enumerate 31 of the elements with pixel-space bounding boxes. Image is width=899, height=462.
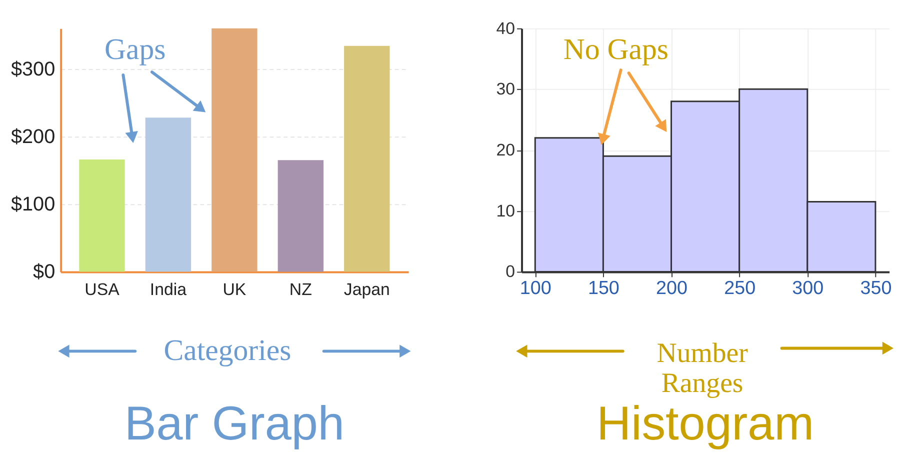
x-tick-label: 350 — [860, 277, 892, 298]
y-tick-label: 0 — [506, 262, 516, 282]
bar — [79, 159, 125, 272]
y-tick-label: $300 — [10, 58, 56, 80]
x-tick-label: UK — [222, 280, 247, 300]
y-tick-label: $200 — [10, 126, 56, 148]
bar — [344, 46, 390, 272]
x-tick-label: 150 — [588, 277, 620, 298]
x-tick-label: Japan — [344, 280, 390, 300]
y-tick-label: 20 — [496, 140, 516, 160]
annotation: No Gaps — [563, 33, 668, 66]
bar — [145, 118, 192, 272]
annotation: Gaps — [104, 33, 166, 66]
y-tick-label: 40 — [496, 18, 516, 38]
y-tick-label: 10 — [496, 201, 516, 220]
x-tick-label: USA — [84, 280, 120, 300]
text: Histogram — [596, 398, 814, 451]
bar — [278, 160, 324, 272]
x-tick-label: 250 — [724, 277, 756, 298]
x-tick-label: 300 — [792, 277, 824, 298]
bar — [212, 28, 258, 272]
y-tick-label: $0 — [33, 261, 56, 284]
y-tick-label: 30 — [496, 80, 516, 99]
text: Bar Graph — [124, 398, 344, 451]
x-tick-label: 200 — [656, 277, 688, 298]
text: Categories — [164, 334, 292, 368]
x-tick-label: NZ — [289, 280, 312, 300]
x-tick-label: India — [150, 280, 188, 300]
text: Number Ranges — [656, 338, 749, 399]
y-tick-label: $100 — [10, 194, 56, 216]
x-tick-label: 100 — [520, 277, 552, 298]
